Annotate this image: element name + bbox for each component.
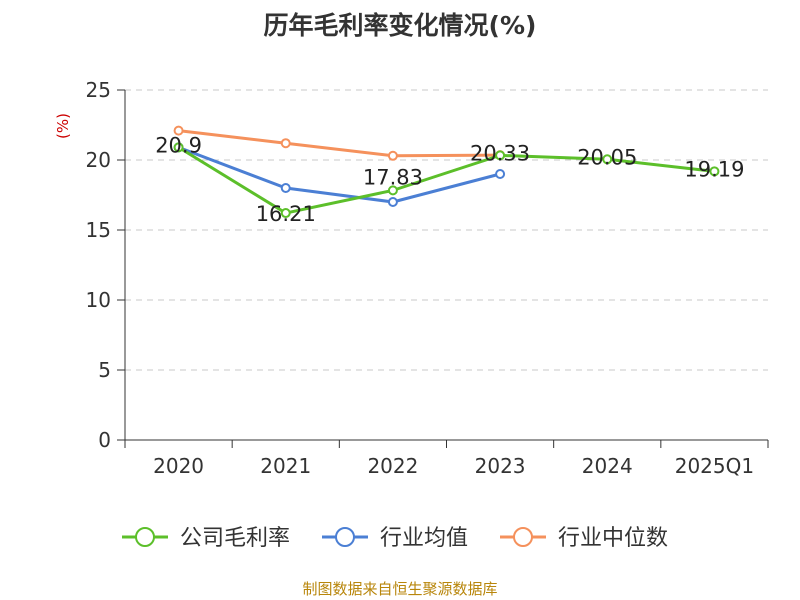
data-point: [495, 169, 506, 179]
data-point: [387, 150, 398, 161]
data-label: 19.19: [684, 157, 744, 181]
data-point: [387, 185, 398, 196]
legend-label: 行业均值: [380, 526, 468, 551]
data-point: [173, 125, 184, 136]
legend-label: 行业中位数: [558, 526, 668, 551]
data-point: [280, 138, 291, 149]
data-point: [387, 197, 398, 207]
y-tick-label: 5: [98, 358, 111, 382]
x-tick-label: 2022: [367, 454, 418, 478]
data-point: [280, 208, 291, 219]
x-tick-label: 2024: [582, 454, 633, 478]
x-tick-label: 2025Q1: [675, 454, 754, 478]
y-tick-label: 0: [98, 428, 111, 452]
x-tick-label: 2023: [475, 454, 526, 478]
y-tick-label: 15: [86, 218, 111, 242]
data-label: 17.83: [363, 165, 423, 189]
data-label: 20.33: [470, 141, 530, 165]
legend-label: 公司毛利率: [180, 526, 290, 551]
chart-title: 历年毛利率变化情况(%): [263, 11, 537, 40]
data-point: [173, 142, 184, 153]
y-axis-label: (%): [54, 113, 72, 139]
data-point: [495, 150, 506, 161]
y-tick-label: 20: [86, 148, 111, 172]
source-note: 制图数据来自恒生聚源数据库: [302, 580, 498, 598]
data-point: [602, 154, 613, 165]
x-tick-label: 2021: [260, 454, 311, 478]
data-point: [280, 183, 291, 193]
y-tick-label: 10: [86, 288, 111, 312]
series-line: [177, 146, 715, 215]
legend-swatch-marker: [513, 527, 533, 547]
data-point: [709, 166, 720, 177]
legend-swatch-marker: [335, 527, 355, 547]
series-line: [178, 145, 501, 204]
y-tick-label: 25: [86, 78, 111, 102]
data-label: 20.9: [155, 133, 202, 157]
series-line: [178, 129, 501, 158]
data-label: 16.21: [256, 202, 316, 226]
x-tick-label: 2020: [153, 454, 204, 478]
data-label: 20.05: [577, 145, 637, 169]
legend-swatch-marker: [135, 527, 155, 547]
